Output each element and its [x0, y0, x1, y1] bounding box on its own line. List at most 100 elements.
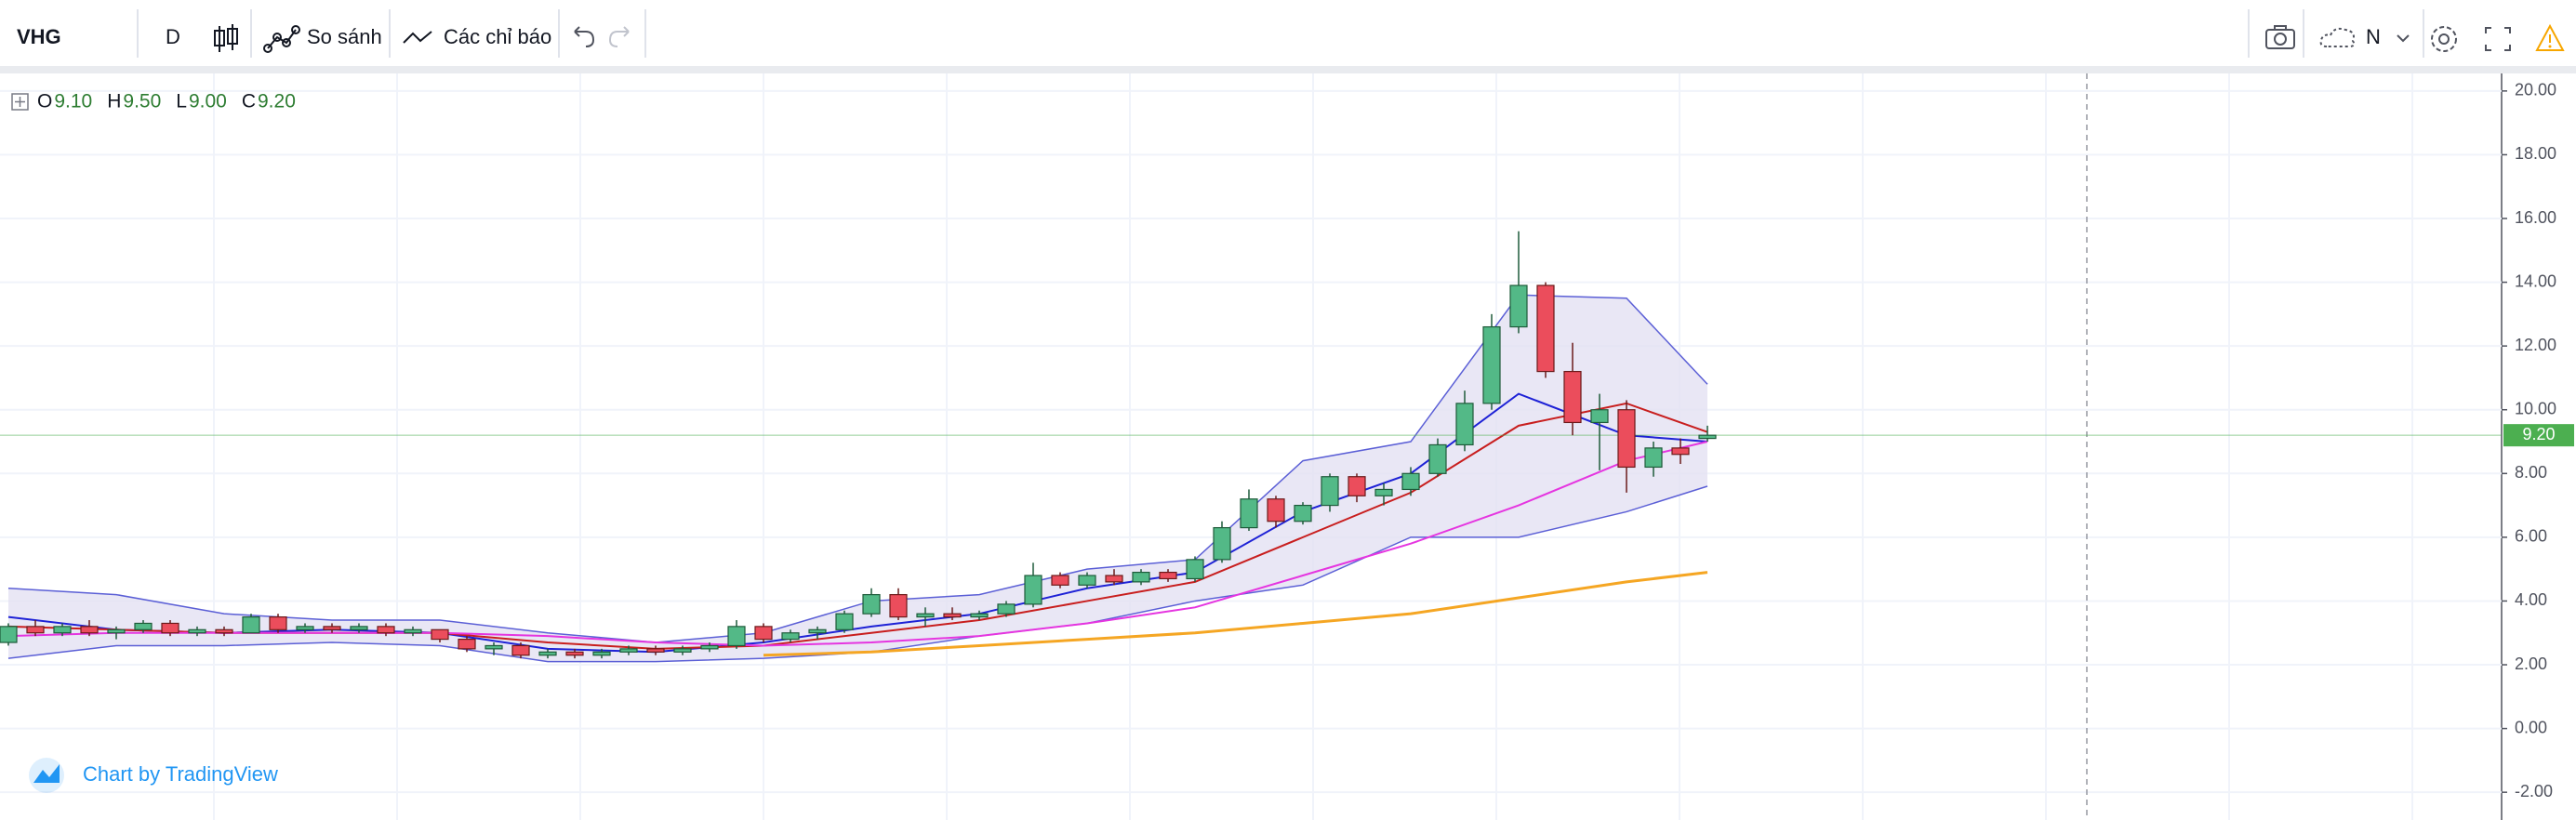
candle-body — [1590, 409, 1609, 424]
chart-type-button[interactable] — [214, 24, 238, 52]
candle-body — [862, 593, 881, 615]
candle-body — [646, 648, 665, 653]
candle-body — [1321, 476, 1339, 507]
legend-value: 9.10 — [54, 91, 92, 112]
candle-body — [107, 628, 126, 634]
settings-button[interactable] — [2431, 26, 2457, 52]
symbol[interactable]: VHG — [17, 25, 61, 48]
candle-body — [296, 626, 314, 630]
candle-body — [997, 603, 1016, 615]
candle-body — [1455, 403, 1474, 446]
legend-value: 9.00 — [189, 91, 227, 112]
legend-value: 9.50 — [123, 91, 161, 112]
legend-key: L — [176, 91, 187, 112]
candle-body — [1132, 571, 1150, 583]
candle-body — [538, 651, 557, 656]
candle-body — [1186, 559, 1204, 580]
candle-body — [458, 638, 476, 650]
candle-body — [700, 644, 719, 650]
fullscreen-button[interactable] — [2485, 27, 2511, 51]
undo-button[interactable] — [574, 26, 595, 47]
candle-body — [889, 593, 908, 618]
candle-body — [188, 628, 206, 634]
candle-body — [323, 626, 341, 630]
legend-key: O — [37, 91, 52, 112]
warning-icon[interactable] — [2535, 23, 2565, 51]
cloud-icon[interactable] — [2319, 27, 2356, 47]
candle-body — [1644, 447, 1663, 469]
indicators-icon — [403, 31, 432, 44]
candle-body — [161, 622, 179, 634]
y-tick-label: 0.00 — [2515, 718, 2547, 736]
candle-body — [1240, 498, 1258, 529]
candle-body — [916, 613, 935, 618]
candle-body — [431, 628, 449, 641]
last-price-badge — [2503, 424, 2574, 447]
candle-body — [53, 626, 72, 634]
candle-body — [1671, 447, 1690, 456]
candle-body — [1024, 575, 1042, 605]
candle-body — [619, 648, 638, 653]
candle-body — [1348, 476, 1366, 496]
candle-body — [1698, 434, 1717, 440]
legend-value: 9.20 — [258, 91, 296, 112]
toolbar — [0, 0, 2576, 66]
candle-body — [1294, 504, 1312, 522]
candle-body — [835, 613, 854, 630]
layout-name[interactable]: N — [2366, 25, 2381, 48]
candle-body — [1563, 370, 1582, 424]
candle-body — [404, 628, 422, 634]
y-tick-label: 16.00 — [2515, 208, 2556, 227]
tradingview-logo[interactable] — [29, 758, 64, 793]
legend-key: C — [242, 91, 256, 112]
candle-body — [970, 613, 989, 618]
candle-body — [1213, 526, 1231, 561]
attribution[interactable]: Chart by TradingView — [83, 762, 278, 786]
moving-average — [763, 571, 1708, 657]
y-tick-label: 18.00 — [2515, 144, 2556, 163]
y-tick-label: 4.00 — [2515, 590, 2547, 609]
candle-body — [727, 626, 746, 647]
candle-body — [1159, 571, 1177, 580]
plot-area: 20.00 18.00 16.00 14.00 12.00 10.00 8.00 6.00 4.… — [0, 73, 2574, 820]
moving-average — [7, 441, 1708, 647]
toolbar-separator — [0, 66, 2576, 73]
candle-body — [1482, 325, 1501, 404]
indicators-button[interactable]: Các chỉ báo — [444, 25, 551, 48]
interval[interactable]: D — [166, 25, 180, 48]
candle-body — [485, 644, 503, 650]
candle-body — [808, 628, 827, 634]
redo-button[interactable] — [608, 26, 630, 47]
y-tick-label: 6.00 — [2515, 527, 2547, 546]
y-tick-label: 10.00 — [2515, 399, 2556, 417]
y-tick-label: 2.00 — [2515, 655, 2547, 673]
candle-body — [943, 613, 962, 618]
candle-body — [0, 626, 18, 643]
candle-body — [592, 651, 611, 656]
candle-body — [350, 626, 368, 630]
candle-body — [215, 628, 233, 634]
moving-average — [7, 392, 1708, 654]
candle-body — [1401, 472, 1420, 491]
candle-body — [1267, 498, 1285, 522]
layout-menu[interactable] — [2397, 34, 2410, 43]
y-tick-label: 12.00 — [2515, 336, 2556, 354]
candle-body — [1428, 443, 1447, 474]
y-tick-label: 14.00 — [2515, 271, 2556, 290]
y-tick-label: 20.00 — [2515, 81, 2556, 99]
candle-body — [269, 615, 287, 630]
candle-body — [1536, 284, 1555, 373]
y-tick-label: 8.00 — [2515, 463, 2547, 482]
compare-icon — [263, 25, 300, 53]
candle-body — [1051, 575, 1069, 586]
candle-body — [781, 632, 800, 641]
candle-body — [1078, 575, 1096, 586]
candle-body — [1105, 575, 1123, 583]
compare-button[interactable]: So sánh — [307, 25, 382, 48]
candle-body — [1374, 488, 1393, 496]
candle-body — [1509, 284, 1528, 328]
legend-toggle[interactable] — [11, 93, 29, 111]
candle-body — [134, 622, 153, 630]
screenshot-button[interactable] — [2265, 25, 2295, 49]
